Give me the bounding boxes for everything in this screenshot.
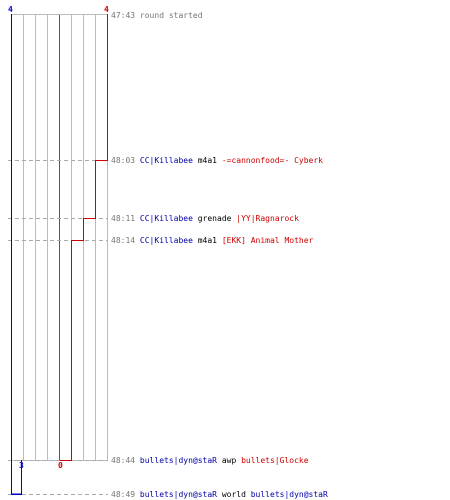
red-team-start-score: 4 bbox=[104, 5, 109, 14]
weapon-name: m4a1 bbox=[197, 156, 217, 165]
weapon-name: awp bbox=[221, 456, 237, 465]
event-time: 48:11 bbox=[111, 214, 136, 223]
red-team-end-score: 0 bbox=[58, 461, 63, 470]
victim-name: -=cannonfood=- Cyberk bbox=[221, 156, 323, 165]
event-round-start: 47:43 round started bbox=[111, 11, 203, 21]
killer-name: CC|Killabee bbox=[139, 156, 193, 165]
suicide-event: 48:49 bullets|dyn@staR world bullets|dyn… bbox=[111, 490, 328, 500]
victim-name: |YY|Ragnarock bbox=[236, 214, 299, 223]
killer-name: CC|Killabee bbox=[139, 236, 193, 245]
event-time: 48:03 bbox=[111, 156, 136, 165]
event-time: 48:14 bbox=[111, 236, 136, 245]
red-team-line bbox=[59, 14, 108, 461]
kill-event: 48:03 CC|Killabee m4a1 -=cannonfood=- Cy… bbox=[111, 156, 323, 166]
killer-name: CC|Killabee bbox=[139, 214, 193, 223]
kill-event: 48:44 bullets|dyn@staR awp bullets|Glock… bbox=[111, 456, 309, 466]
victim-name: bullets|Glocke bbox=[241, 456, 309, 465]
event-note: round started bbox=[139, 11, 203, 20]
weapon-name: m4a1 bbox=[197, 236, 217, 245]
killer-name: bullets|dyn@staR bbox=[139, 490, 217, 499]
weapon-name: world bbox=[221, 490, 246, 499]
weapon-name: grenade bbox=[197, 214, 232, 223]
blue-team-end-score: 3 bbox=[19, 461, 24, 470]
killer-name: bullets|dyn@staR bbox=[139, 456, 217, 465]
victim-name: bullets|dyn@staR bbox=[250, 490, 328, 499]
event-time: 47:43 bbox=[111, 11, 136, 20]
kill-event: 48:14 CC|Killabee m4a1 [EKK] Animal Moth… bbox=[111, 236, 313, 246]
kill-event: 48:11 CC|Killabee grenade |YY|Ragnarock bbox=[111, 214, 299, 224]
event-time: 48:49 bbox=[111, 490, 136, 499]
event-time: 48:44 bbox=[111, 456, 136, 465]
victim-name: [EKK] Animal Mother bbox=[221, 236, 314, 245]
blue-team-start-score: 4 bbox=[8, 5, 13, 14]
